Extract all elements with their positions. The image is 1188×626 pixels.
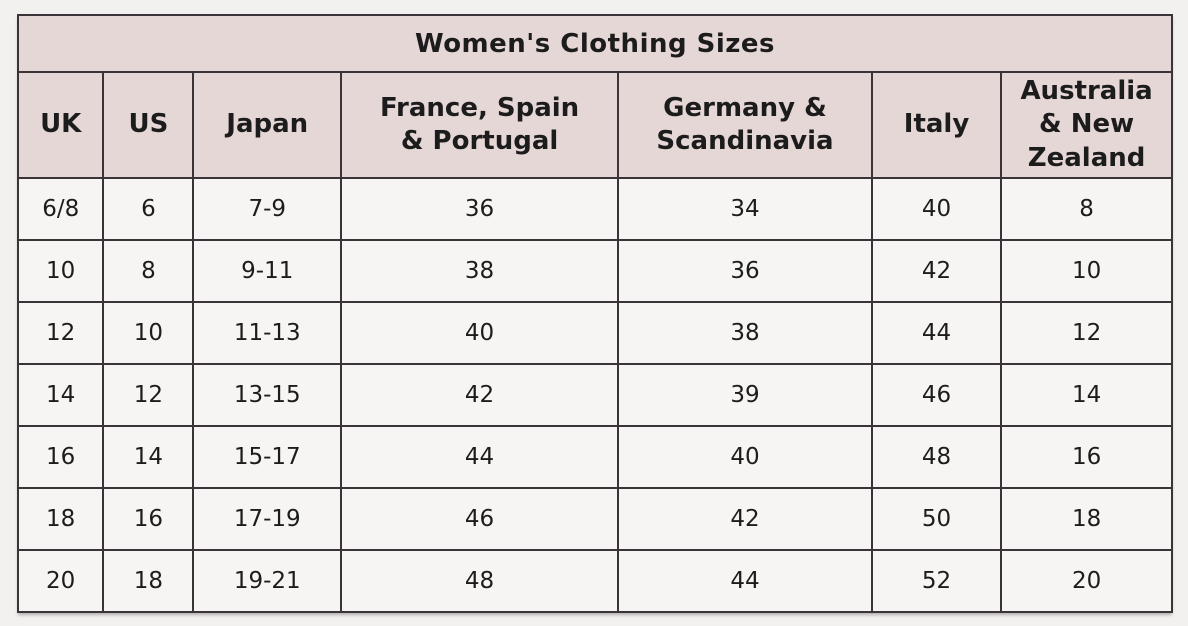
table-title-row: Women's Clothing Sizes [17, 14, 1173, 73]
table-cell: 9-11 [192, 239, 343, 303]
table-cell: 10 [102, 301, 195, 365]
table-cell: 12 [1000, 301, 1173, 365]
table-cell: 36 [617, 239, 873, 303]
table-row: 6/8 6 7-9 36 34 40 8 [16, 177, 1173, 241]
table-cell: 40 [870, 177, 1003, 241]
table-cell: 44 [617, 549, 873, 613]
table-cell: 38 [340, 239, 620, 303]
table-cell: 15-17 [192, 425, 343, 489]
column-header-germany-scandinavia: Germany & Scandinavia [617, 71, 873, 179]
table-cell: 44 [340, 425, 620, 489]
table-cell: 42 [870, 239, 1003, 303]
table-cell: 16 [1000, 425, 1173, 489]
table-row: 20 18 19-21 48 44 52 20 [16, 549, 1173, 613]
table-cell: 39 [617, 363, 873, 427]
table-cell: 40 [340, 301, 620, 365]
table-cell: 6 [102, 177, 195, 241]
table-cell: 11-13 [192, 301, 343, 365]
table-cell: 20 [16, 549, 105, 613]
table-cell: 46 [340, 487, 620, 551]
table-header-row: UK US Japan France, Spain & Portugal Ger… [16, 71, 1173, 179]
table-cell: 7-9 [192, 177, 343, 241]
table-cell: 36 [340, 177, 620, 241]
table-cell: 48 [340, 549, 620, 613]
table-row: 16 14 15-17 44 40 48 16 [16, 425, 1173, 489]
table-cell: 18 [16, 487, 105, 551]
table-row: 12 10 11-13 40 38 44 12 [16, 301, 1173, 365]
table-cell: 12 [16, 301, 105, 365]
table-row: 14 12 13-15 42 39 46 14 [16, 363, 1173, 427]
table-cell: 52 [870, 549, 1003, 613]
table-cell: 13-15 [192, 363, 343, 427]
table-cell: 16 [102, 487, 195, 551]
table-cell: 14 [102, 425, 195, 489]
column-header-japan: Japan [192, 71, 343, 179]
table-cell: 10 [1000, 239, 1173, 303]
column-header-australia-new-zealand: Australia & New Zealand [1000, 71, 1173, 179]
table-row: 10 8 9-11 38 36 42 10 [16, 239, 1173, 303]
table-cell: 8 [1000, 177, 1173, 241]
table-cell: 20 [1000, 549, 1173, 613]
table-cell: 14 [1000, 363, 1173, 427]
column-header-italy: Italy [870, 71, 1003, 179]
table-cell: 42 [617, 487, 873, 551]
table-cell: 50 [870, 487, 1003, 551]
table-cell: 12 [102, 363, 195, 427]
table-cell: 44 [870, 301, 1003, 365]
column-header-uk: UK [16, 71, 105, 179]
table-cell: 40 [617, 425, 873, 489]
table-cell: 16 [16, 425, 105, 489]
table-title: Women's Clothing Sizes [17, 14, 1173, 73]
table-cell: 18 [102, 549, 195, 613]
table-cell: 17-19 [192, 487, 343, 551]
table-cell: 48 [870, 425, 1003, 489]
table-cell: 34 [617, 177, 873, 241]
table-cell: 46 [870, 363, 1003, 427]
table-cell: 6/8 [16, 177, 105, 241]
table-cell: 42 [340, 363, 620, 427]
table-cell: 10 [16, 239, 105, 303]
column-header-france-spain-portugal: France, Spain & Portugal [340, 71, 620, 179]
table-cell: 19-21 [192, 549, 343, 613]
table-cell: 14 [16, 363, 105, 427]
table-cell: 8 [102, 239, 195, 303]
womens-clothing-sizes-table: Women's Clothing Sizes UK US Japan Franc… [16, 14, 1173, 613]
table-row: 18 16 17-19 46 42 50 18 [16, 487, 1173, 551]
table-cell: 38 [617, 301, 873, 365]
column-header-us: US [102, 71, 195, 179]
table-cell: 18 [1000, 487, 1173, 551]
